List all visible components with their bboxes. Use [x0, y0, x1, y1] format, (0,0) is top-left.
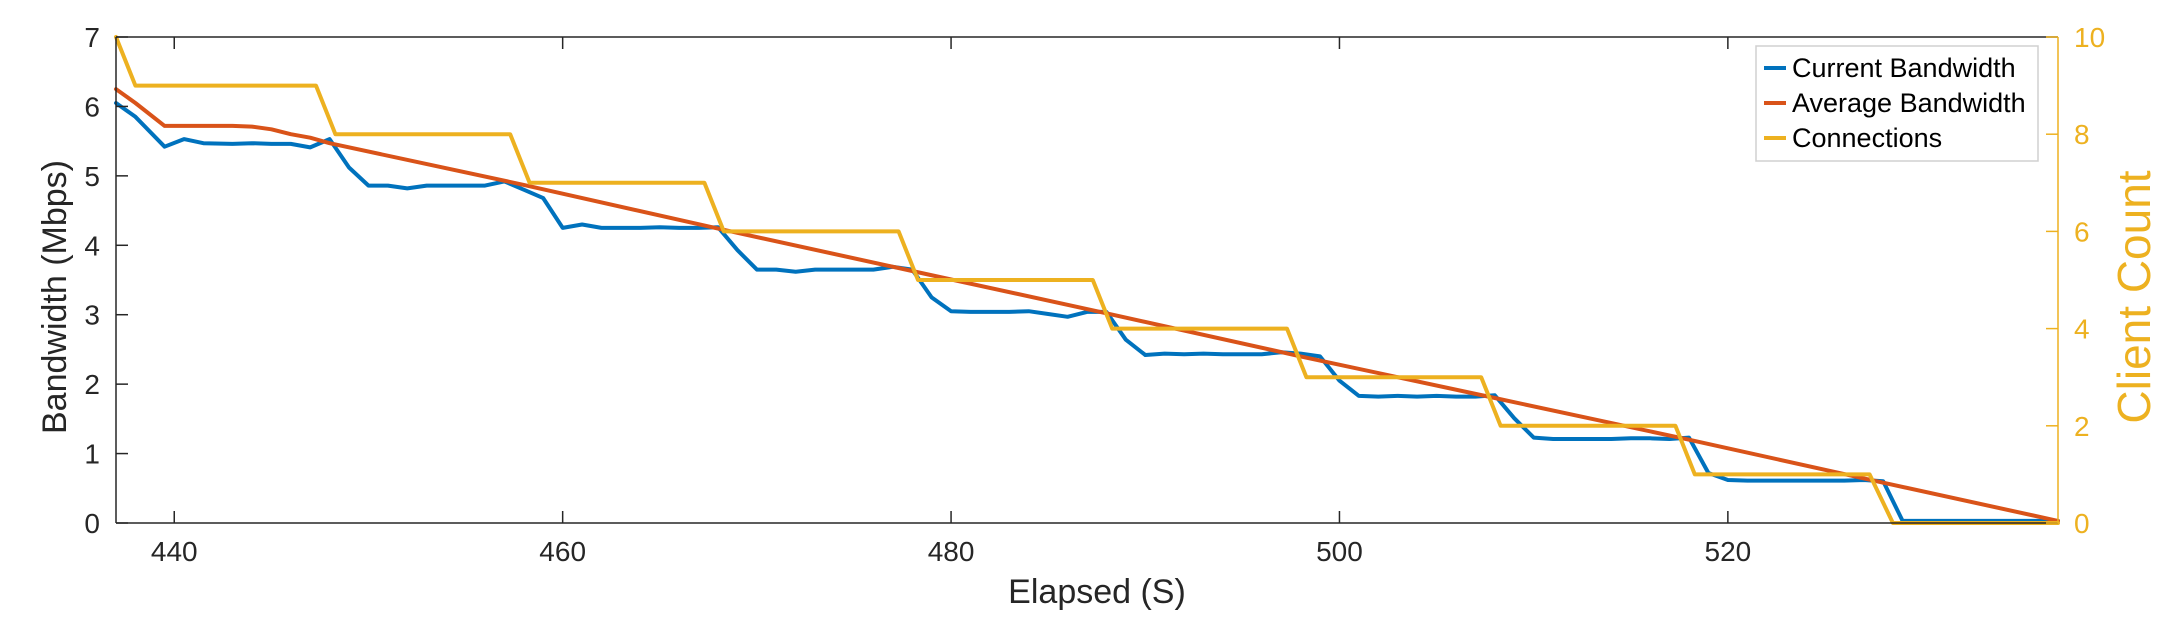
- y-right-tick-label: 4: [2074, 314, 2090, 345]
- y-axis-left-title: Bandwidth (Mbps): [36, 160, 74, 434]
- y-left-tick-label: 7: [84, 22, 100, 53]
- x-axis-title: Elapsed (S): [1008, 573, 1186, 611]
- y-left-tick-label: 4: [84, 230, 100, 261]
- x-tick-label: 520: [1705, 536, 1752, 567]
- y-right-tick-label: 6: [2074, 216, 2090, 247]
- x-tick-label: 460: [539, 536, 586, 567]
- y-left-tick-label: 2: [84, 369, 100, 400]
- y-left-tick-label: 1: [84, 439, 100, 470]
- y-right-tick-label: 2: [2074, 411, 2090, 442]
- y-right-tick-label: 0: [2074, 508, 2090, 539]
- legend: Current Bandwidth Average Bandwidth Connec…: [1755, 45, 2039, 162]
- x-tick-label: 480: [928, 536, 975, 567]
- y-left-tick-label: 5: [84, 161, 100, 192]
- axes-layer: 440 460 480 500 520 0 1 2 3 4 5 6 7 0 2 4 6 8 10: [84, 22, 2105, 567]
- series-layer: [114, 35, 2060, 525]
- x-tick-label: 440: [151, 536, 198, 567]
- series-line-current-bandwidth: [114, 101, 2060, 523]
- legend-label: Average Bandwidth: [1792, 88, 2026, 118]
- labels-layer: Elapsed (S) Bandwidth (Mbps) Client Coun…: [36, 160, 2160, 611]
- series-line-connections: [114, 35, 2060, 525]
- y-left-tick-label: 6: [84, 91, 100, 122]
- y-right-tick-label: 8: [2074, 119, 2090, 150]
- y-axis-right-title: Client Count: [2108, 170, 2160, 423]
- y-left-tick-label: 3: [84, 300, 100, 331]
- legend-box: [1755, 45, 2039, 162]
- y-left-tick-label: 0: [84, 508, 100, 539]
- series-line-average-bandwidth: [114, 87, 2060, 523]
- legend-label: Current Bandwidth: [1792, 53, 2016, 83]
- legend-label: Connections: [1792, 123, 1942, 153]
- x-tick-label: 500: [1316, 536, 1363, 567]
- y-right-tick-label: 10: [2074, 22, 2105, 53]
